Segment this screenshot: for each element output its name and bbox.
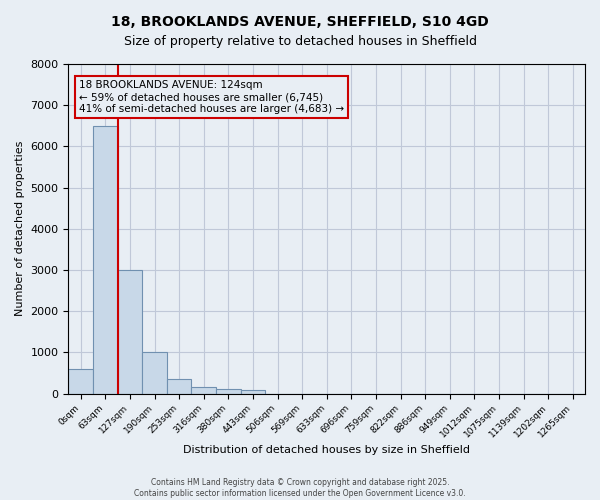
Text: 18, BROOKLANDS AVENUE, SHEFFIELD, S10 4GD: 18, BROOKLANDS AVENUE, SHEFFIELD, S10 4G… (111, 15, 489, 29)
Bar (93, 126, 118, 394)
Bar (68, 369, 93, 394)
Bar (191, 388, 216, 394)
Bar (216, 390, 241, 394)
Bar (241, 390, 265, 394)
Bar (118, 270, 142, 394)
Text: Size of property relative to detached houses in Sheffield: Size of property relative to detached ho… (124, 35, 476, 48)
Y-axis label: Number of detached properties: Number of detached properties (15, 141, 25, 316)
Text: Contains HM Land Registry data © Crown copyright and database right 2025.
Contai: Contains HM Land Registry data © Crown c… (134, 478, 466, 498)
Text: 18 BROOKLANDS AVENUE: 124sqm
← 59% of detached houses are smaller (6,745)
41% of: 18 BROOKLANDS AVENUE: 124sqm ← 59% of de… (79, 80, 344, 114)
Bar (142, 352, 167, 394)
X-axis label: Distribution of detached houses by size in Sheffield: Distribution of detached houses by size … (183, 445, 470, 455)
Bar (167, 379, 191, 394)
